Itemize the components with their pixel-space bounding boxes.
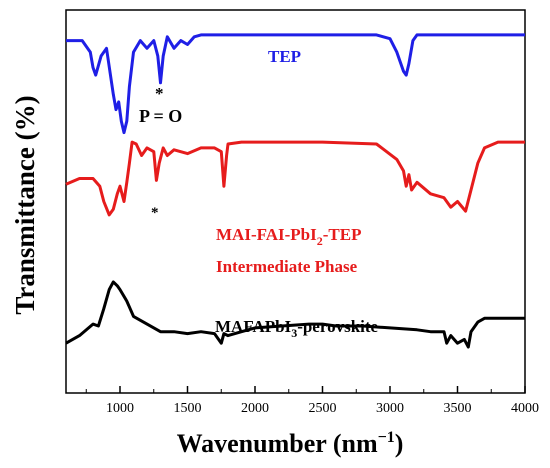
intermediate-label-suffix: -TEP [323,225,362,244]
intermediate-label-subscript: 2 [317,234,323,248]
x-axis-title-text: Wavenumber (nm [177,429,378,458]
po-star-marker: * [155,84,164,103]
tep-spectrum-line [66,33,525,135]
y-axis-title: Transmittance (%) [10,95,40,314]
perovskite-spectrum-line [65,280,525,349]
x-tick-label: 4000 [511,401,539,416]
intermediate-series-label: MAI-FAI-PbI2-TEP [216,225,361,248]
x-tick-label: 3000 [376,401,404,416]
x-axis-title-close: ) [395,429,404,458]
x-axis-title-superscript: −1 [378,429,395,446]
x-tick-label: 3500 [444,401,472,416]
perovskite-label-subscript: 3 [291,326,297,340]
perovskite-label-text: MAFAPbI [215,317,292,336]
plot-frame [65,9,526,394]
intermediate-series-label-line2: Intermediate Phase [216,257,358,276]
po-annotation: P = O [139,106,182,126]
intermediate-star-marker: * [151,205,159,221]
intermediate-label-text: MAI-FAI-PbI [216,225,317,244]
perovskite-label-suffix: -perovskite [297,317,378,336]
x-axis-ticks: 1000 1500 2000 2500 3000 3500 4000 [85,386,539,416]
x-axis-title: Wavenumber (nm−1) [177,429,404,458]
intermediate-spectrum-line [65,140,525,217]
perovskite-series-label: MAFAPbI3-perovskite [215,317,379,340]
x-tick-label: 2000 [241,401,269,416]
x-tick-label: 2500 [309,401,337,416]
tep-series-label: TEP [268,47,301,66]
x-tick-label: 1500 [174,401,202,416]
x-tick-label: 1000 [106,401,134,416]
